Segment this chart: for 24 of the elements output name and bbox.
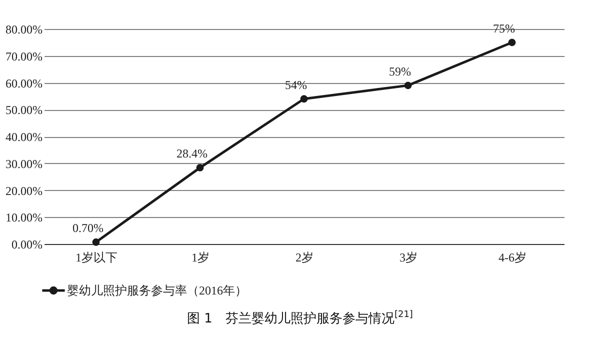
y-tick-label: 70.00% [6, 49, 42, 64]
caption: 图 1 芬兰婴幼儿照护服务参与情况$^{[21]}$ [186, 309, 414, 328]
legend-label: 婴幼儿照护服务参与率（2016年） [67, 284, 247, 298]
x-tick-label: 1岁 [192, 250, 210, 264]
y-tick-label: 80.00% [6, 22, 42, 36]
point [404, 82, 412, 90]
y-tick-label: 50.00% [6, 103, 42, 118]
x-tick-label: 2岁 [296, 250, 314, 264]
point [508, 38, 516, 46]
x-tick-label: 4-6岁 [498, 250, 526, 264]
y-tick-label: 20.00% [6, 184, 42, 198]
y-tick-label: 40.00% [6, 130, 42, 144]
point [92, 238, 100, 246]
data-label: 28.4% [176, 146, 208, 161]
x-tick-label: 3岁 [400, 250, 418, 264]
y-tick-label: 10.00% [6, 210, 42, 225]
y-tick-label: 0.00% [12, 238, 42, 252]
y-tick-label: 60.00% [6, 76, 42, 90]
y-tick-label: 30.00% [6, 156, 42, 171]
x-tick-label: 1岁以下 [76, 250, 118, 264]
point [300, 95, 308, 103]
data-label: 0.70% [72, 221, 104, 236]
point [196, 164, 204, 172]
data-label: 59% [389, 64, 411, 78]
